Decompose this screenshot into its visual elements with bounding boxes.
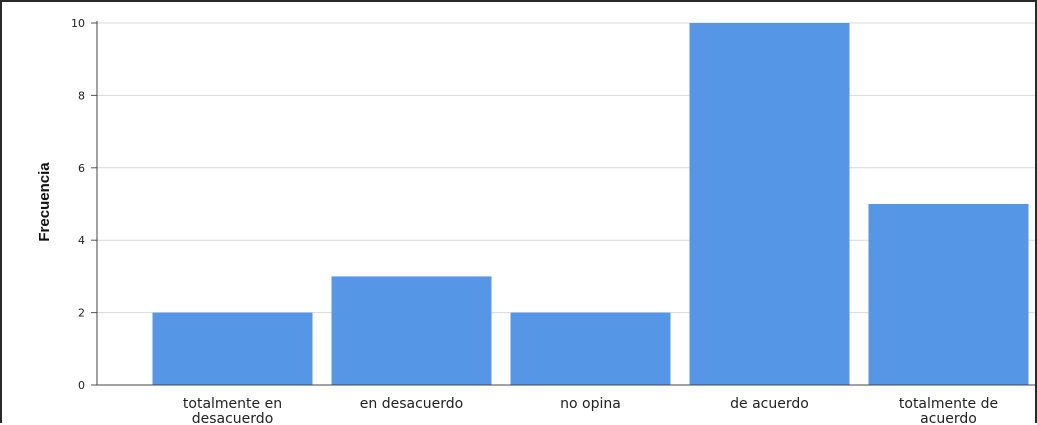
y-tick-label: 10	[71, 17, 85, 30]
y-tick-label: 0	[78, 379, 85, 392]
bar	[331, 276, 492, 385]
bar	[689, 23, 850, 385]
bar	[152, 312, 313, 385]
bar	[868, 204, 1029, 385]
y-tick-label: 2	[78, 307, 85, 320]
bars	[152, 23, 1029, 385]
y-tick-label: 8	[78, 89, 85, 102]
y-tick-label: 4	[78, 234, 85, 247]
x-tick-label: totalmente en desacuerdo	[183, 396, 282, 425]
x-tick-label: totalmente de acuerdo	[899, 396, 998, 425]
x-tick-labels: totalmente en desacuerdo en desacuerdo no o…	[183, 396, 998, 425]
bar	[510, 312, 671, 385]
x-tick-label: no opina	[560, 396, 621, 412]
y-tick-labels: 0 2 4 6 8 10	[71, 17, 85, 392]
y-tick-label: 6	[78, 162, 85, 175]
x-tick-label: en desacuerdo	[360, 396, 463, 412]
y-axis-title: Frecuencia	[36, 162, 53, 242]
x-tick-label: de acuerdo	[730, 396, 809, 412]
axes	[96, 21, 1035, 386]
